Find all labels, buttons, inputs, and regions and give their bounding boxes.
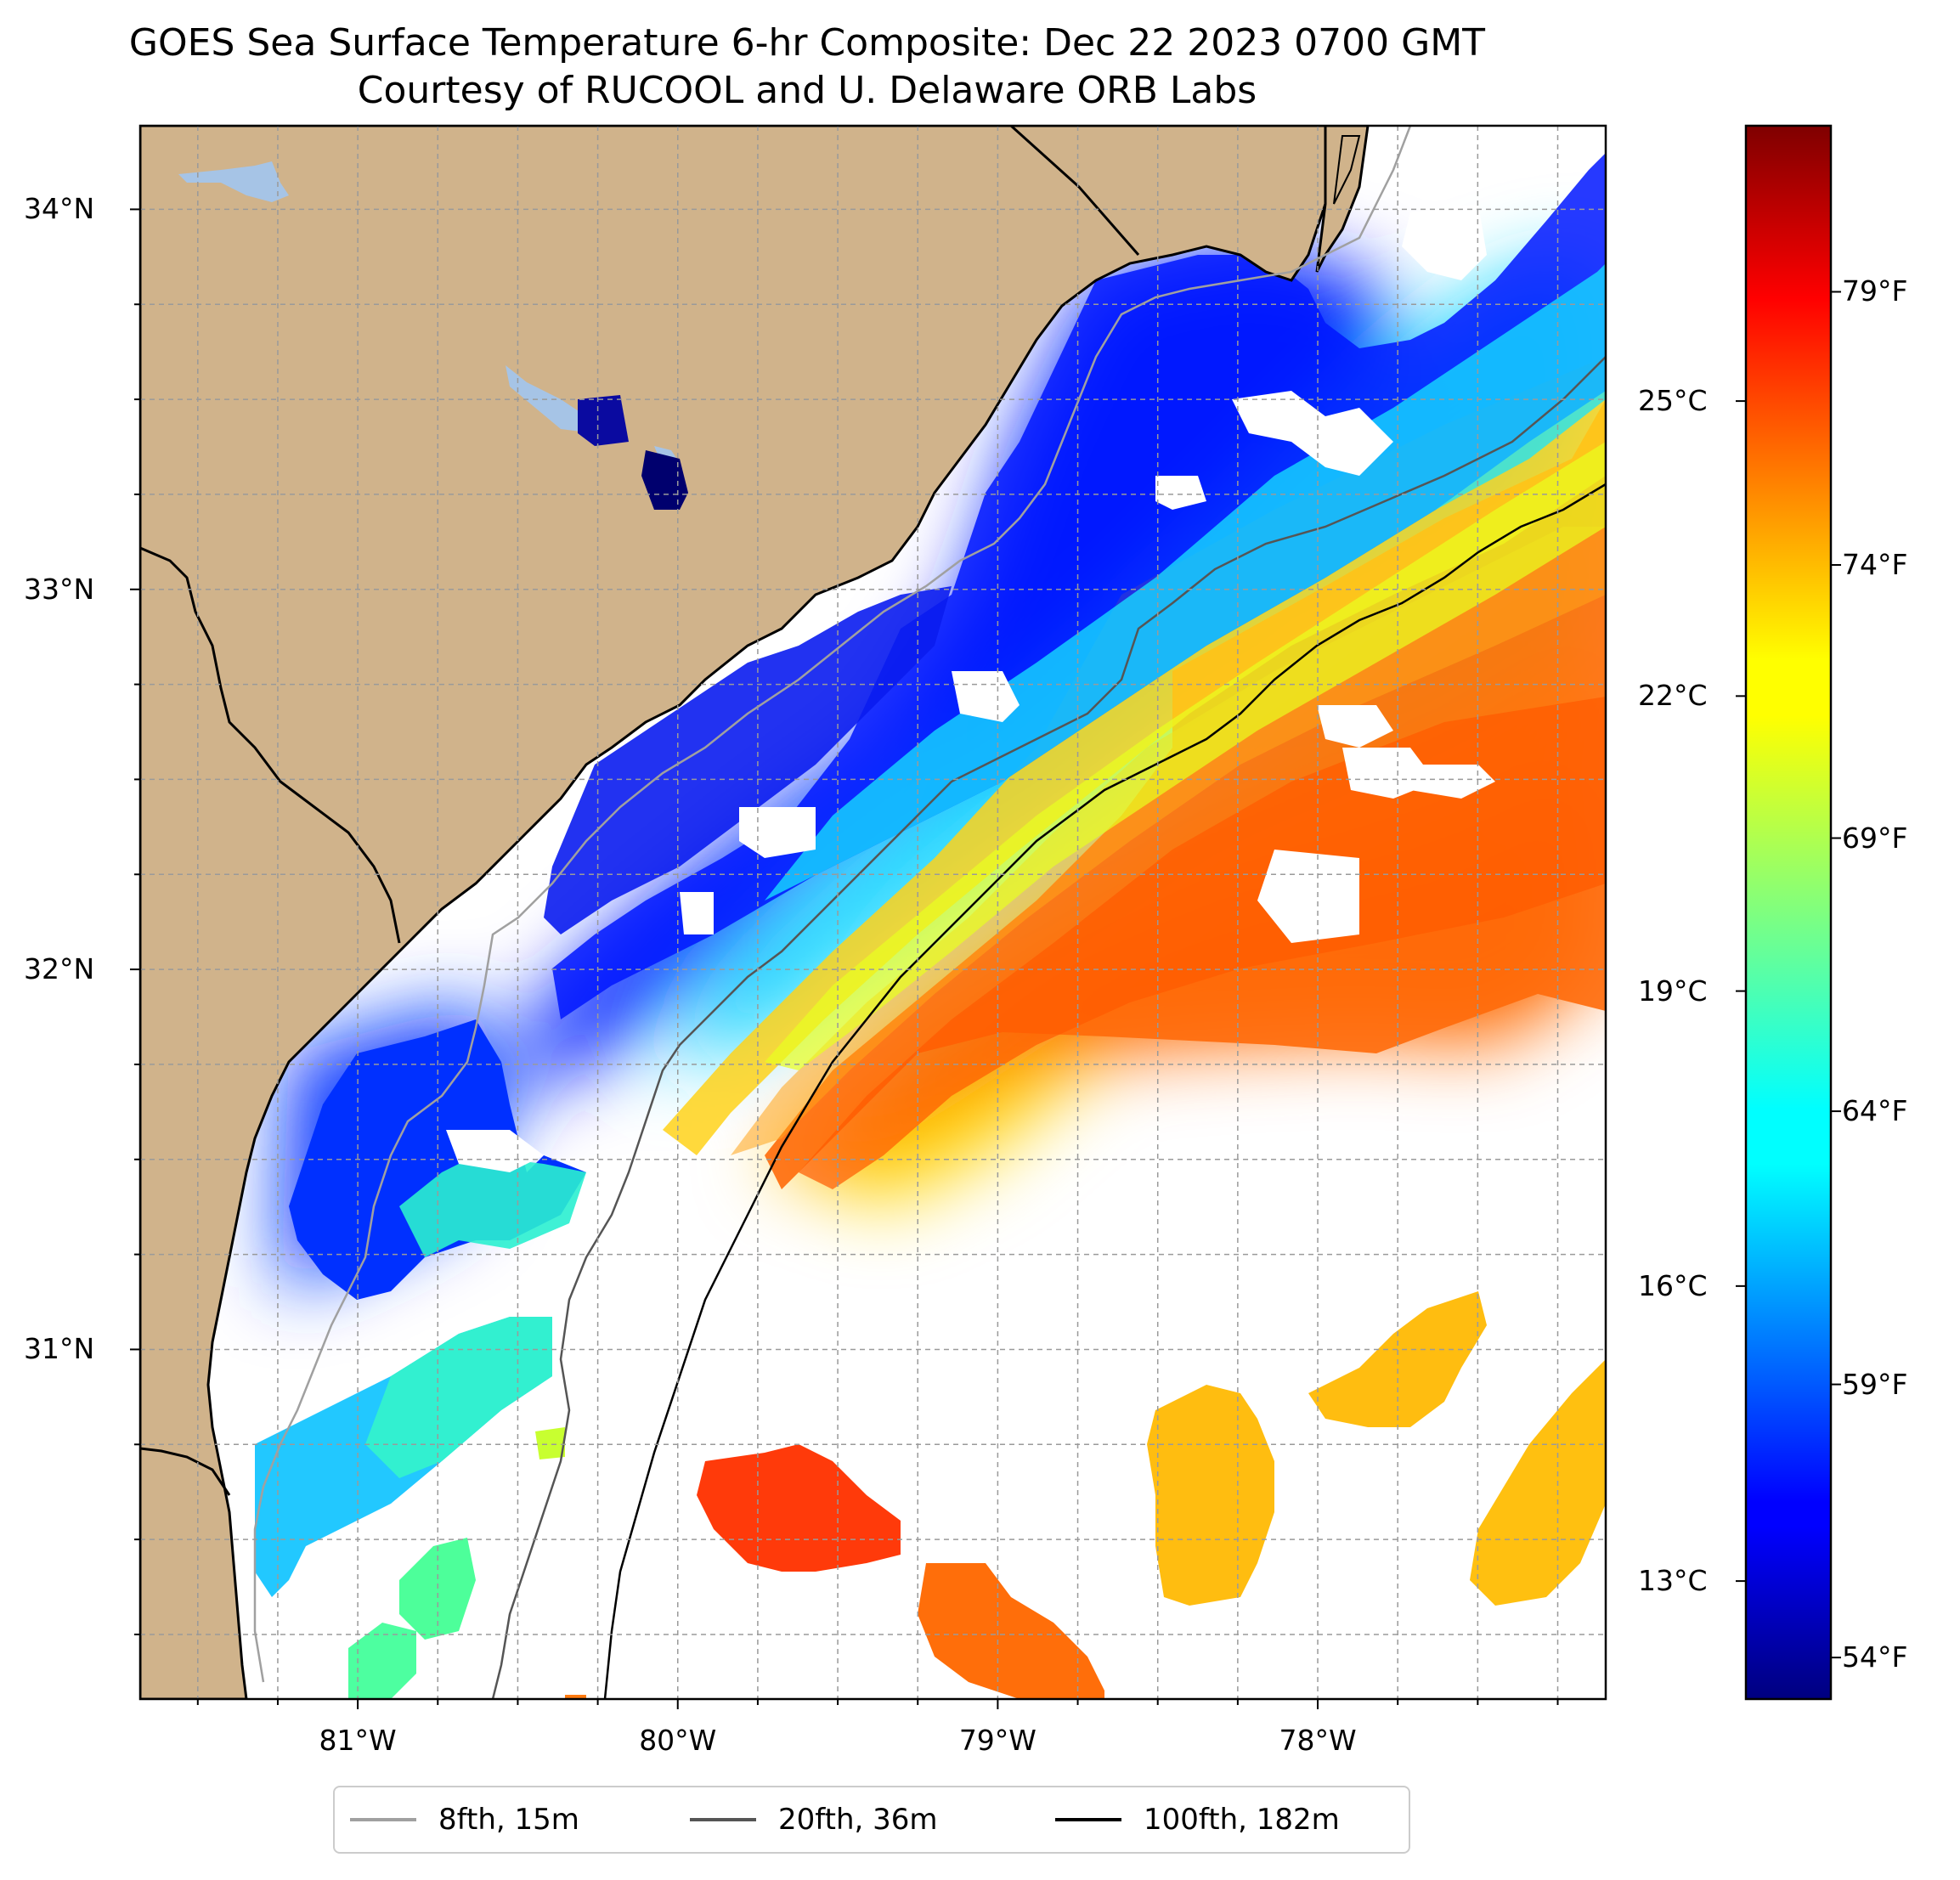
lon-tick-label: 81°W <box>319 1724 397 1757</box>
map-subtitle: Courtesy of RUCOOL and U. Delaware ORB L… <box>357 69 1257 112</box>
state-border <box>140 1447 231 1496</box>
sst-patch-eddy-yellow1 <box>1147 1385 1274 1606</box>
colorbar-celsius-label: 19°C <box>1638 974 1708 1008</box>
lake <box>178 161 289 202</box>
legend-swatch <box>350 1818 416 1821</box>
sst-patch-gulfstream <box>799 697 1606 1189</box>
legend-label: 20fth, 36m <box>778 1803 938 1837</box>
colorbar-celsius-label: 25°C <box>1638 384 1708 418</box>
colorbar-celsius-label: 13°C <box>1638 1564 1708 1598</box>
map-title: GOES Sea Surface Temperature 6-hr Compos… <box>128 21 1486 65</box>
colorbar-celsius-label: 22°C <box>1638 679 1708 713</box>
isobath-15m <box>253 126 1412 1683</box>
land <box>140 126 1327 1699</box>
colorbar <box>1744 124 1833 1701</box>
sst-patch-yellow-mid <box>765 442 1606 1070</box>
map-frame <box>138 124 1607 1701</box>
colorbar-fahrenheit-label: 54°F <box>1842 1640 1908 1674</box>
legend-item-182m: 100fth, 182m <box>1055 1787 1340 1852</box>
legend-item-36m: 20fth, 36m <box>690 1787 938 1852</box>
sst-patch-nearshore-north-cyan <box>765 263 1606 900</box>
sst-patch-nearshore-south-cyan <box>399 1155 586 1257</box>
lat-tick-label: 31°N <box>24 1332 95 1366</box>
sst-patch-eddy-orange <box>918 1563 1104 1699</box>
land-spit <box>1333 135 1361 205</box>
colorbar-ticks <box>1736 291 1841 1659</box>
sst-patch-small-green2 <box>348 1623 416 1699</box>
lat-tick-label: 32°N <box>24 952 95 986</box>
lake-cold <box>578 395 629 446</box>
colorbar-fahrenheit-label: 59°F <box>1842 1367 1908 1401</box>
sst-patch-southwest-teal <box>365 1317 552 1478</box>
isobath-36m <box>491 356 1606 1699</box>
legend-swatch <box>1055 1818 1121 1821</box>
colorbar-fahrenheit-label: 69°F <box>1842 821 1908 855</box>
legend-item-15m: 8fth, 15m <box>350 1787 579 1852</box>
gridlines <box>140 126 1606 1699</box>
state-border <box>140 546 401 944</box>
colorbar-fahrenheit-label: 64°F <box>1842 1094 1908 1128</box>
colorbar-fahrenheit-label: 79°F <box>1842 274 1908 308</box>
sst-patch-eddy-yellow3 <box>1470 1359 1606 1606</box>
legend-label: 100fth, 182m <box>1144 1803 1340 1837</box>
sst-patch-nearshore-north <box>552 153 1606 1019</box>
legend-swatch <box>690 1818 756 1821</box>
land-northeast <box>1315 126 1370 273</box>
legend-label: 8fth, 15m <box>438 1803 579 1837</box>
colorbar-fahrenheit-label: 74°F <box>1842 548 1908 582</box>
colorbar-celsius-label: 16°C <box>1638 1268 1708 1302</box>
state-border <box>1009 126 1140 256</box>
lon-tick-label: 80°W <box>639 1724 717 1757</box>
lon-tick-label: 78°W <box>1279 1724 1357 1757</box>
sst-patch-coastal-central <box>544 586 952 934</box>
lat-tick-label: 33°N <box>24 572 95 606</box>
sst-patch-tiny <box>535 1427 565 1459</box>
axis-ticks <box>130 208 1559 1709</box>
cloud-gaps <box>446 204 1495 1172</box>
lat-tick-label: 34°N <box>24 192 95 226</box>
isobath-legend: 8fth, 15m 20fth, 36m 100fth, 182m <box>333 1786 1410 1854</box>
lon-tick-label: 79°W <box>958 1724 1036 1757</box>
lake <box>506 365 595 433</box>
isobath-182m <box>603 483 1606 1699</box>
